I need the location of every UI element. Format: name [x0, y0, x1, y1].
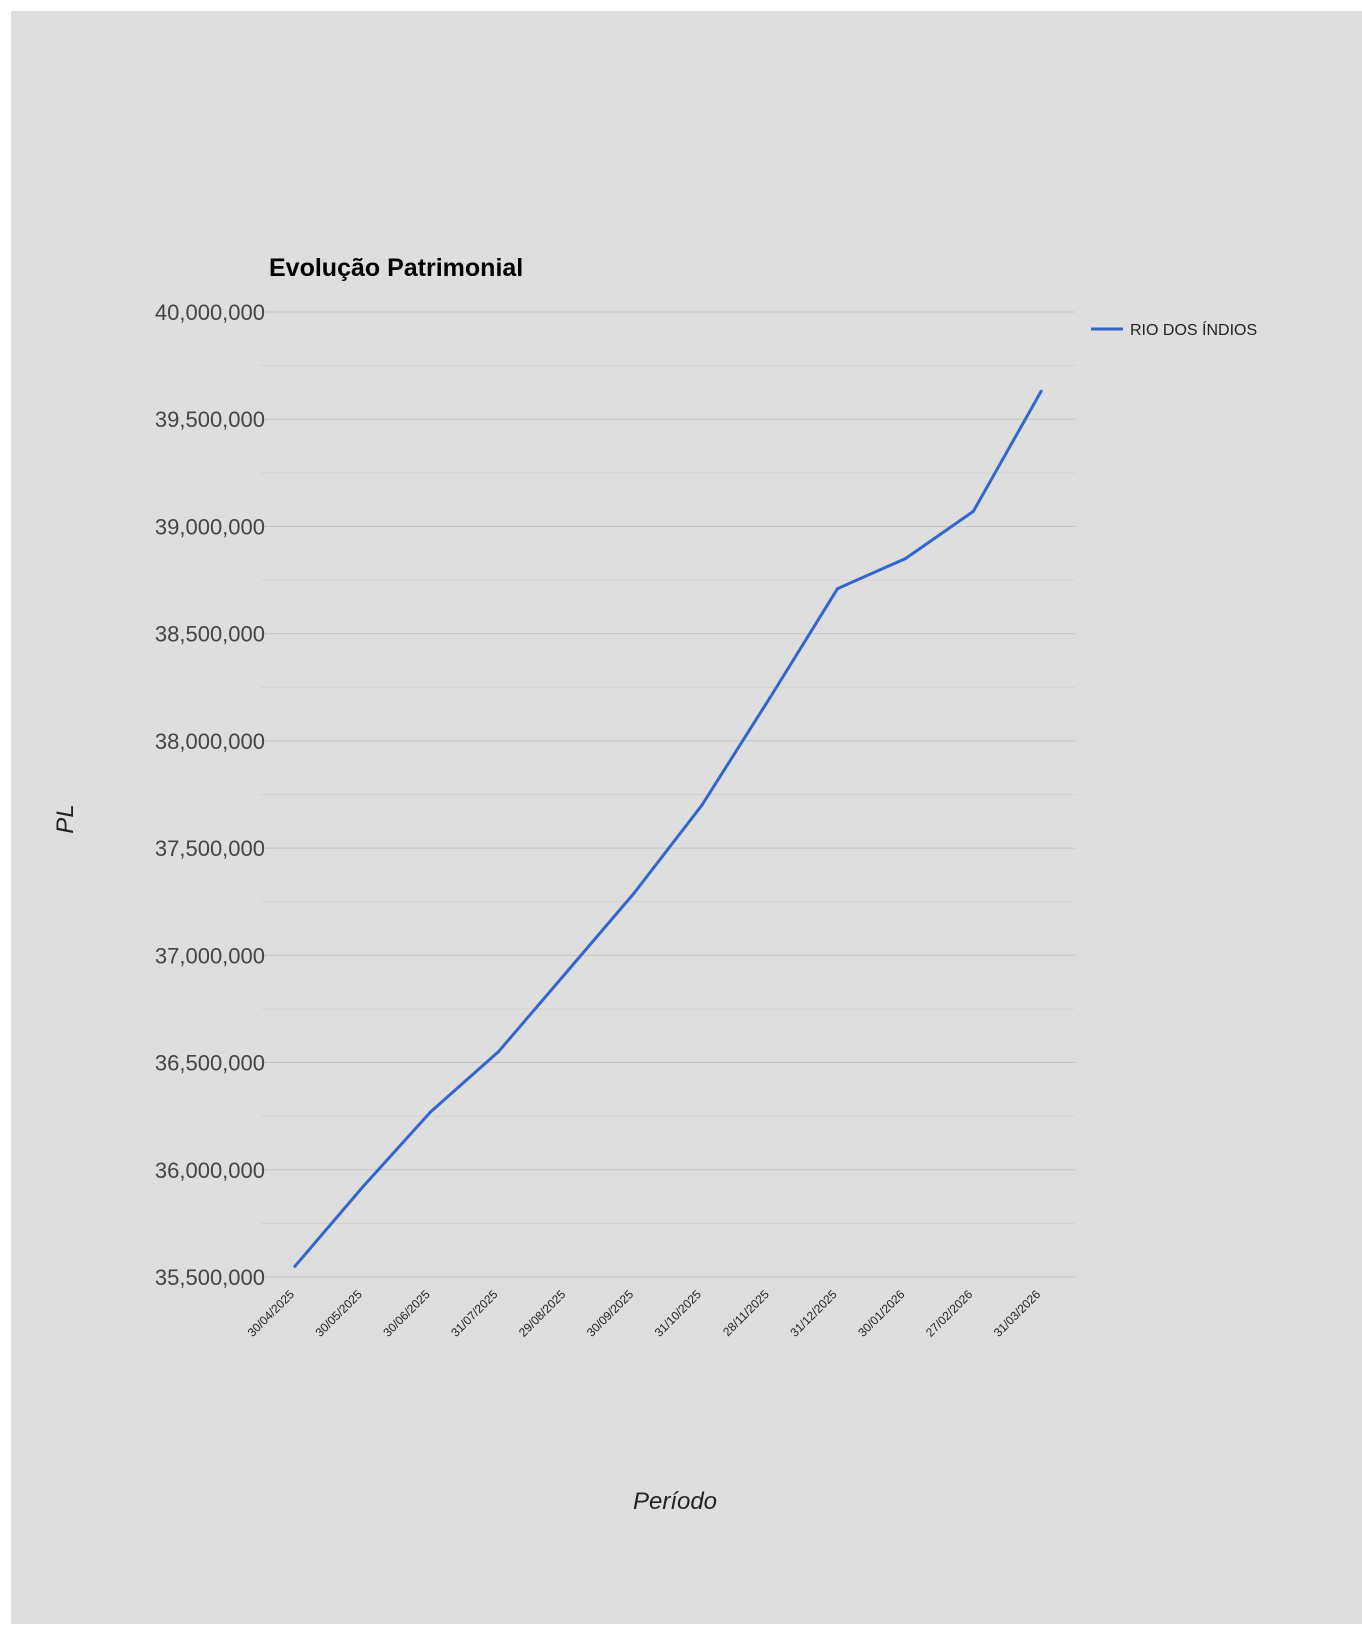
y-tick-label: 37,500,000: [155, 836, 265, 861]
y-tick-label: 39,000,000: [155, 514, 265, 539]
y-tick-label: 36,000,000: [155, 1158, 265, 1183]
x-tick-label: 31/10/2025: [652, 1287, 705, 1340]
line-chart: 35,500,000 36,000,000 36,500,000 37,000,000…: [52, 254, 1257, 1515]
data-point: [700, 803, 704, 807]
data-point: [361, 1185, 365, 1189]
chart-frame: 35,500,000 36,000,000 36,500,000 37,000,000…: [11, 11, 1362, 1624]
y-axis-ticks: 35,500,000 36,000,000 36,500,000 37,000,000…: [155, 300, 265, 1290]
y-tick-label: 36,500,000: [155, 1051, 265, 1076]
x-tick-label: 31/12/2025: [787, 1287, 840, 1340]
x-tick-label: 30/04/2025: [245, 1287, 298, 1340]
x-tick-label: 30/01/2026: [855, 1287, 908, 1340]
data-point: [836, 587, 840, 591]
data-point: [564, 970, 568, 974]
series-line: [293, 389, 1043, 1268]
x-tick-label: 31/07/2025: [448, 1287, 501, 1340]
y-tick-label: 37,000,000: [155, 943, 265, 968]
chart-title: Evolução Patrimonial: [269, 254, 523, 282]
x-axis-title: Período: [633, 1488, 717, 1515]
data-point: [971, 509, 975, 513]
data-point: [429, 1110, 433, 1114]
x-tick-label: 30/06/2025: [380, 1287, 433, 1340]
legend-label: RIO DOS ÍNDIOS: [1130, 320, 1257, 339]
x-tick-label: 29/08/2025: [516, 1287, 569, 1340]
data-point: [768, 696, 772, 700]
data-point: [293, 1264, 297, 1268]
legend: RIO DOS ÍNDIOS: [1091, 320, 1257, 339]
y-tick-label: 39,500,000: [155, 407, 265, 432]
x-tick-label: 28/11/2025: [720, 1287, 772, 1339]
y-tick-label: 40,000,000: [155, 300, 265, 325]
x-tick-label: 27/02/2026: [923, 1287, 976, 1340]
x-tick-label: 30/09/2025: [584, 1287, 637, 1340]
y-tick-label: 38,000,000: [155, 729, 265, 754]
x-tick-label: 30/05/2025: [313, 1287, 366, 1340]
y-axis-title: PL: [52, 804, 79, 833]
x-axis-ticks: 30/04/2025 30/05/2025 30/06/2025 31/07/2025…: [245, 1287, 1044, 1340]
series-layer: [293, 389, 1043, 1268]
data-point: [632, 891, 636, 895]
data-point: [1039, 389, 1043, 393]
y-tick-label: 38,500,000: [155, 622, 265, 647]
data-point: [903, 557, 907, 561]
x-tick-label: 31/03/2026: [991, 1287, 1044, 1340]
gridlines: [261, 311, 1075, 1278]
y-tick-label: 35,500,000: [155, 1265, 265, 1290]
data-point: [496, 1050, 500, 1054]
